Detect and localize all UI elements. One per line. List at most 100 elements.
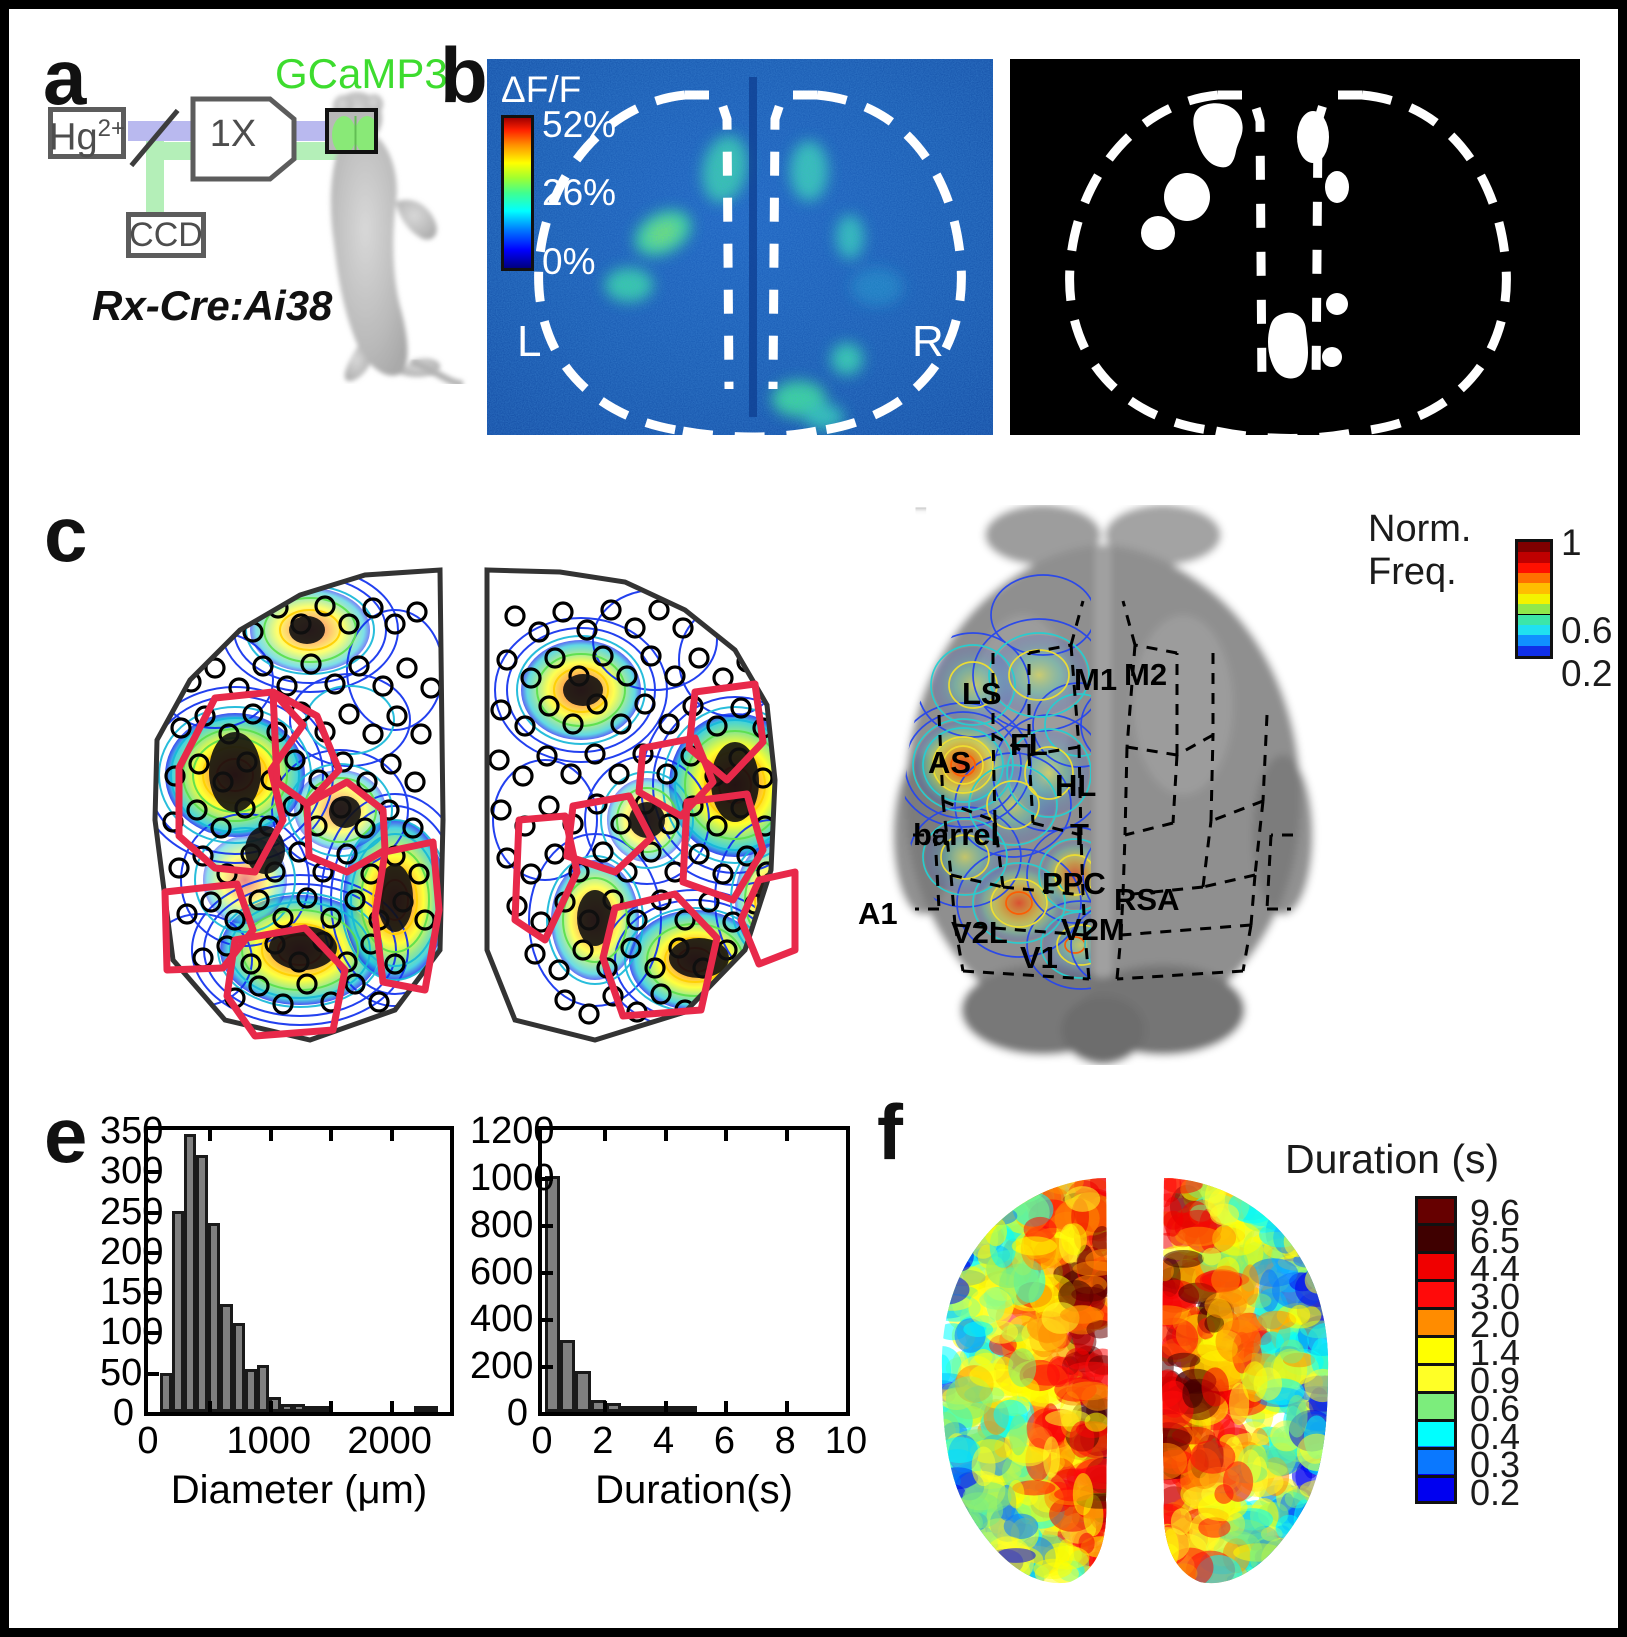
duration-domain-ellipse — [941, 1547, 978, 1584]
duration-domain-ellipse — [1306, 1188, 1329, 1221]
area-label-T: T — [1070, 817, 1089, 852]
dff-tick-label-min: 0% — [542, 241, 596, 282]
duration-domain-ellipse — [1084, 1412, 1108, 1432]
duration-domain-ellipse — [949, 1206, 994, 1223]
duration-domain-ellipse — [941, 1178, 956, 1199]
area-label-RSA: RSA — [1114, 882, 1180, 917]
duration-domain-ellipse — [941, 1206, 973, 1246]
duration-domain-ellipse — [1279, 1339, 1304, 1364]
duration-domain-ellipse — [1260, 1555, 1312, 1578]
duration-domain-ellipse — [941, 1178, 990, 1208]
duration-domain-ellipse — [1294, 1513, 1329, 1541]
duration-domain-ellipse — [941, 1543, 957, 1569]
duration-domain-ellipse — [948, 1554, 998, 1579]
area-label-V2M: V2M — [1061, 912, 1125, 947]
histogram-bar — [196, 1154, 209, 1412]
histogram-bar — [545, 1175, 561, 1412]
y-tick-label: 100 — [100, 1311, 164, 1354]
duration-domain-ellipse — [1312, 1276, 1329, 1296]
duration-domain-ellipse — [1249, 1536, 1290, 1578]
duration-domain-ellipse — [1215, 1319, 1262, 1364]
dff-colorbar-title: ΔF/F — [501, 69, 582, 110]
duration-domain-ellipse — [1299, 1555, 1317, 1574]
duration-domain-ellipse — [1072, 1473, 1094, 1516]
duration-domain-ellipse — [1300, 1539, 1329, 1560]
duration-domain-ellipse — [977, 1190, 1026, 1206]
duration-tick-0-2: 0.2 — [1470, 1472, 1521, 1513]
y-tick-label: 0 — [112, 1392, 134, 1434]
mercury-lamp-label: Hg2+ — [49, 114, 125, 159]
duration-domain-ellipse — [1218, 1519, 1268, 1545]
duration-domain-ellipse — [1078, 1532, 1095, 1554]
duration-domain-ellipse — [1313, 1238, 1329, 1271]
duration-domain-ellipse — [1211, 1265, 1241, 1294]
duration-domain-ellipse — [1283, 1226, 1312, 1258]
duration-coded-domain-map — [920, 1170, 1350, 1590]
duration-domain-ellipse — [1067, 1361, 1108, 1377]
duration-histogram: 0 200 400 600 800 1000 1200 0 2 4 6 8 10 Duration(s… — [470, 1110, 870, 1530]
duration-domain-ellipse — [1162, 1305, 1191, 1326]
duration-domain-ellipse — [1201, 1367, 1229, 1407]
duration-domain-ellipse — [1293, 1540, 1319, 1566]
duration-domain-ellipse — [1066, 1381, 1108, 1401]
area-label-AS: AS — [928, 745, 972, 780]
area-label-M1: M1 — [1074, 662, 1118, 697]
duration-domain-ellipse — [1289, 1304, 1311, 1325]
y-tick-label: 300 — [100, 1150, 164, 1193]
duration-domain-ellipse — [1069, 1421, 1095, 1458]
duration-domain-ellipse — [1308, 1241, 1329, 1263]
duration-domain-ellipse — [1189, 1440, 1236, 1474]
duration-domain-ellipse — [1198, 1517, 1231, 1538]
duration-colorbar — [1415, 1196, 1457, 1504]
norm-freq-tick-0-6: 0.6 — [1561, 610, 1613, 651]
duration-domain-ellipse — [1293, 1183, 1328, 1199]
y-tick-label: 1000 — [470, 1157, 555, 1199]
duration-domain-ellipse — [1294, 1216, 1329, 1241]
duration-domain-ellipse — [1212, 1221, 1263, 1256]
duration-domain-ellipse — [1003, 1513, 1039, 1539]
duration-domain-ellipse — [1278, 1558, 1320, 1584]
x-tick-label: 1000 — [226, 1420, 312, 1462]
duration-domain-ellipse — [1294, 1224, 1329, 1250]
duration-tick-2-0: 2.0 — [1470, 1304, 1521, 1345]
duration-tick-4-4: 4.4 — [1470, 1248, 1521, 1289]
duration-domain-ellipse — [976, 1186, 1015, 1210]
y-tick-label: 250 — [100, 1190, 164, 1233]
x-tick-label: 2 — [592, 1420, 614, 1462]
norm-freq-tick-1: 1 — [1561, 522, 1582, 563]
histogram-bar — [651, 1406, 667, 1412]
duration-domain-ellipse — [1162, 1260, 1174, 1282]
y-tick-label: 200 — [470, 1345, 534, 1387]
duration-domain-ellipse — [941, 1203, 989, 1246]
duration-domain-ellipse — [941, 1205, 966, 1237]
duration-domain-ellipse — [1011, 1236, 1057, 1256]
brain-window-icon — [325, 108, 378, 154]
duration-domain-ellipse — [1262, 1180, 1289, 1218]
histogram-bar — [256, 1365, 269, 1412]
duration-domain-ellipse — [1299, 1480, 1329, 1499]
area-label-A1: A1 — [858, 896, 898, 931]
duration-domain-ellipse — [941, 1208, 965, 1247]
duration-axes — [538, 1126, 850, 1416]
duration-domain-ellipse — [1303, 1536, 1329, 1565]
duration-domain-ellipse — [1171, 1563, 1198, 1584]
duration-domain-ellipse — [941, 1490, 960, 1527]
duration-domain-ellipse — [1311, 1234, 1329, 1257]
duration-domain-ellipse — [1287, 1193, 1329, 1216]
duration-domain-ellipse — [1296, 1188, 1327, 1205]
histogram-bar — [244, 1368, 257, 1412]
histogram-bar — [605, 1403, 622, 1412]
duration-domain-ellipse — [947, 1213, 969, 1251]
area-label-V2L: V2L — [951, 915, 1008, 950]
duration-domain-ellipse — [1064, 1186, 1101, 1212]
duration-domain-ellipse — [1175, 1226, 1221, 1247]
duration-domain-ellipse — [941, 1195, 969, 1233]
duration-tick-0-9: 0.9 — [1470, 1360, 1521, 1401]
x-tick-label: 0 — [137, 1420, 159, 1462]
duration-domain-ellipse — [1260, 1331, 1285, 1354]
duration-domain-ellipse — [1242, 1361, 1268, 1403]
duration-domain-ellipse — [1007, 1479, 1025, 1509]
duration-domain-ellipse — [949, 1178, 992, 1209]
norm-freq-colorbar — [1515, 539, 1553, 659]
mouse-icon — [300, 84, 470, 384]
